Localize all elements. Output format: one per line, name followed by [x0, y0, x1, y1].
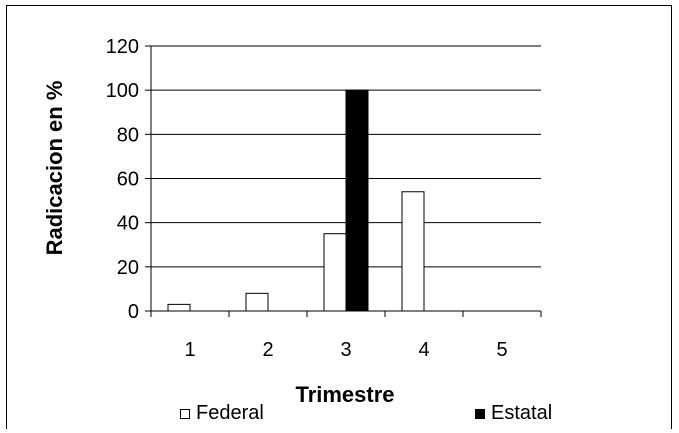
y-axis-title: Radicacion en % [42, 81, 67, 256]
x-tick-label-5: 5 [496, 339, 507, 361]
x-tick-label-1: 1 [184, 339, 195, 361]
y-tick-label-0: 0 [128, 301, 139, 323]
legend-estatal: Estatal [475, 402, 552, 425]
x-tick-label-4: 4 [418, 339, 429, 361]
x-tick-labels: 1 2 3 4 5 [184, 339, 507, 361]
bar-federal-2 [245, 292, 269, 312]
y-tick-label-20: 20 [117, 257, 139, 279]
x-tick-label-3: 3 [340, 339, 351, 361]
bars [167, 89, 425, 312]
legend-swatch-estatal [475, 408, 485, 419]
bar-estatal-3 [345, 89, 369, 312]
bar-federal-3 [323, 233, 347, 312]
y-tick-label-100: 100 [106, 80, 139, 102]
legend-federal: Federal [180, 402, 264, 425]
legend-label-federal: Federal [196, 402, 264, 424]
bar-federal-1 [167, 303, 191, 312]
x-axis-title: Trimestre [295, 382, 394, 407]
legend-swatch-federal [180, 408, 190, 419]
x-tick-label-2: 2 [262, 339, 273, 361]
y-tick-label-120: 120 [106, 36, 139, 58]
legend-label-estatal: Estatal [491, 402, 553, 424]
axes [145, 45, 542, 317]
y-tick-label-60: 60 [117, 169, 139, 191]
y-tick-labels: 0 20 40 60 80 100 120 [106, 36, 139, 323]
bar-federal-4 [401, 191, 425, 312]
y-tick-label-40: 40 [117, 213, 139, 235]
chart-frame [6, 5, 672, 429]
y-tick-label-80: 80 [117, 124, 139, 146]
